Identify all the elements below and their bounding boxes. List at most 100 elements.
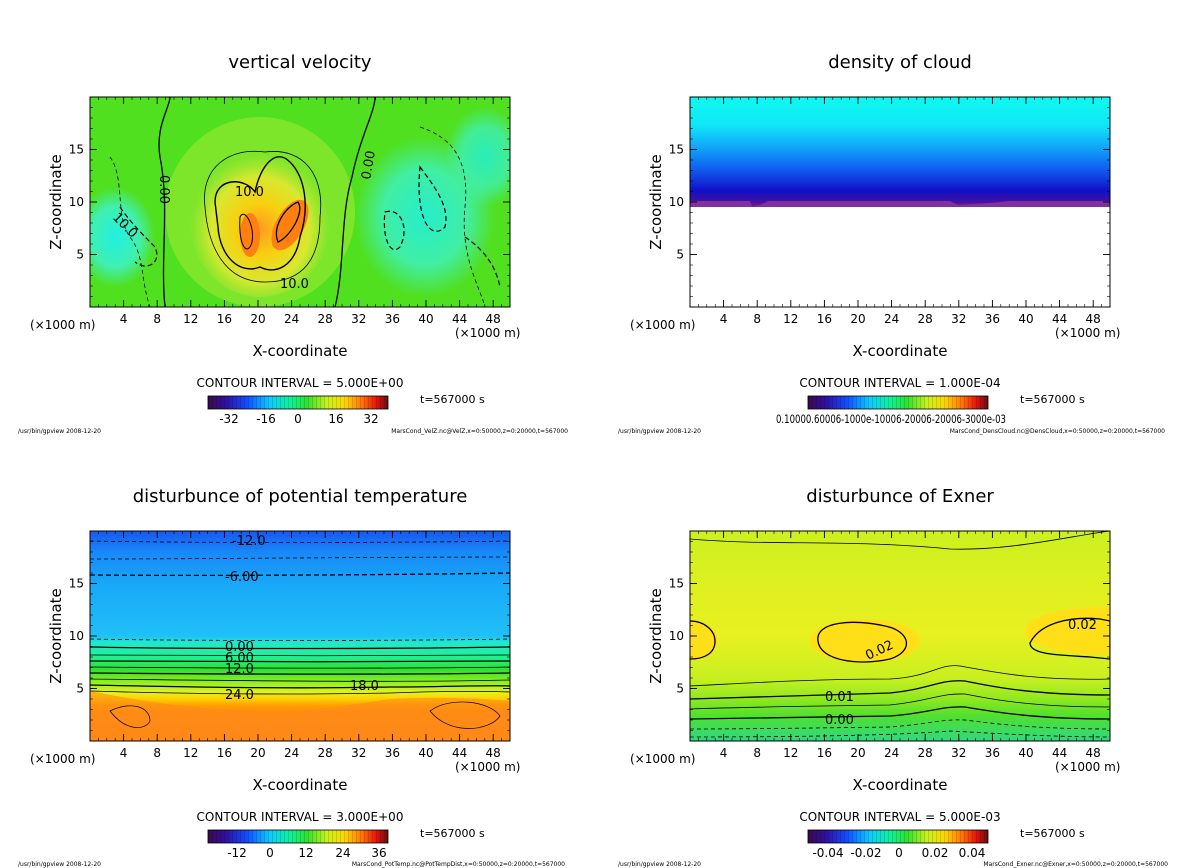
x-tick-label: 8 [753, 746, 761, 760]
colorbar-tick-label: -0.02 [850, 846, 881, 860]
footer-file: MarsCond_PotTemp.nc@PotTempDist,x=0:5000… [352, 861, 565, 868]
x-tick-label: 32 [951, 312, 966, 326]
x-axis-ticks [698, 531, 1102, 741]
y-axis-ticks [690, 541, 1110, 731]
x-tick-label: 8 [753, 312, 761, 326]
x-unit-label-left: (×1000 m) [630, 752, 695, 766]
y-tick-label: 5 [76, 248, 84, 262]
contour-label: 0.02 [1068, 618, 1097, 633]
colorbar-tick-label: 36 [371, 846, 386, 860]
x-tick-label: 12 [183, 746, 198, 760]
y-tick-label: 15 [69, 143, 84, 157]
x-unit-label-left: (×1000 m) [30, 752, 95, 766]
x-tick-label: 32 [351, 312, 366, 326]
y-axis-ticks [690, 107, 1110, 297]
chart-density-of-cloud: density of cloud 4 8 12 16 20 24 28 32 36 40 44 48 … [618, 52, 1165, 435]
x-axis-ticks [98, 531, 502, 741]
footer-file: MarsCond_Exner.nc@Exner,x=0:50000,z=0:20… [983, 861, 1168, 868]
x-tick-label: 8 [153, 312, 161, 326]
contour-label: 10.0 [235, 185, 264, 200]
y-axis-tick-labels: 5 10 15 [69, 143, 84, 262]
x-tick-label: 44 [1052, 312, 1067, 326]
x-unit-label-right: (×1000 m) [1055, 326, 1120, 340]
x-axis-title: X-coordinate [853, 776, 948, 794]
x-tick-label: 12 [783, 312, 798, 326]
contour-label: 0.00 [825, 713, 854, 728]
x-axis-ticks [698, 97, 1102, 307]
colorbar: 0.10000.60006-1000e-10006-20006-20006-30… [776, 395, 1006, 426]
plot-field [90, 97, 510, 307]
plot-field [690, 97, 1110, 307]
x-tick-label: 20 [250, 746, 265, 760]
x-tick-label: 40 [1018, 746, 1033, 760]
y-axis-title: Z-coordinate [647, 154, 665, 249]
y-tick-label: 15 [669, 577, 684, 591]
footer-program: /usr/bin/gpview 2008-12-20 [18, 428, 101, 435]
x-tick-label: 20 [850, 312, 865, 326]
y-axis-tick-labels: 5 10 15 [69, 577, 84, 696]
time-label: t=567000 s [420, 393, 485, 406]
x-tick-label: 8 [153, 746, 161, 760]
colorbar-tick-label: -16 [256, 412, 276, 426]
x-tick-label: 48 [486, 746, 501, 760]
y-tick-label: 5 [676, 682, 684, 696]
colorbar-tick-label: -12 [227, 846, 247, 860]
y-axis-tick-labels: 5 10 15 [669, 577, 684, 696]
contour-interval: CONTOUR INTERVAL = 3.000E+00 [197, 810, 404, 824]
x-unit-label-right: (×1000 m) [455, 760, 520, 774]
contour-label: 0.01 [825, 690, 854, 705]
y-tick-label: 5 [76, 682, 84, 696]
y-tick-label: 10 [669, 629, 684, 643]
y-axis-ticks [90, 541, 510, 731]
y-axis-ticks [90, 107, 510, 297]
contour-interval: CONTOUR INTERVAL = 1.000E-04 [799, 376, 1000, 390]
footer-file: MarsCond_DensCloud.nc@DensCloud,x=0:5000… [950, 428, 1165, 435]
footer-program: /usr/bin/gpview 2008-12-20 [618, 861, 701, 868]
chart-title: vertical velocity [228, 52, 372, 73]
y-axis-title: Z-coordinate [47, 588, 65, 683]
x-tick-label: 36 [985, 746, 1000, 760]
x-tick-label: 48 [1086, 746, 1101, 760]
x-tick-label: 24 [884, 312, 899, 326]
contour-label: 0.00 [225, 640, 254, 655]
colorbar: -0.04 -0.02 0 0.02 0.04 [807, 829, 989, 860]
contour-label: 0.00 [359, 150, 379, 181]
x-tick-label: 44 [452, 312, 467, 326]
x-tick-label: 16 [817, 746, 832, 760]
colorbar-tick-label: 0 [294, 412, 302, 426]
x-unit-label-right: (×1000 m) [1055, 760, 1120, 774]
chart-title: disturbunce of Exner [806, 486, 994, 507]
chart-potential-temperature: disturbunce of potential temperature -12… [18, 486, 565, 868]
x-tick-label: 28 [918, 746, 933, 760]
plot-field [690, 531, 1110, 741]
time-label: t=567000 s [1020, 827, 1085, 840]
colorbar-tick-label: 16 [328, 412, 343, 426]
x-tick-label: 44 [452, 746, 467, 760]
y-tick-label: 10 [69, 195, 84, 209]
x-tick-label: 16 [817, 312, 832, 326]
colorbar-tick-label: 0.04 [959, 846, 986, 860]
x-tick-label: 4 [120, 746, 128, 760]
x-tick-label: 36 [385, 746, 400, 760]
x-tick-label: 24 [284, 312, 299, 326]
colorbar-tick-label: 0.02 [922, 846, 949, 860]
y-tick-label: 10 [669, 195, 684, 209]
colorbar-tick-label: 12 [298, 846, 313, 860]
colorbar-tick-label: 0.10000.60006-1000e-10006-20006-20006-30… [776, 412, 1006, 426]
footer-program: /usr/bin/gpview 2008-12-20 [18, 861, 101, 868]
x-tick-label: 12 [183, 312, 198, 326]
contour-label: 12.0 [225, 662, 254, 677]
x-tick-label: 12 [783, 746, 798, 760]
time-label: t=567000 s [420, 827, 485, 840]
chart-title: disturbunce of potential temperature [133, 486, 468, 507]
x-tick-label: 44 [1052, 746, 1067, 760]
x-tick-label: 48 [486, 312, 501, 326]
x-tick-label: 4 [720, 746, 728, 760]
x-axis-title: X-coordinate [253, 342, 348, 360]
contour-label: 18.0 [350, 679, 379, 694]
footer-file: MarsCond_VelZ.nc@VelZ,x=0:50000,z=0:2000… [391, 428, 568, 435]
x-tick-label: 36 [385, 312, 400, 326]
y-axis-title: Z-coordinate [47, 154, 65, 249]
time-label: t=567000 s [1020, 393, 1085, 406]
